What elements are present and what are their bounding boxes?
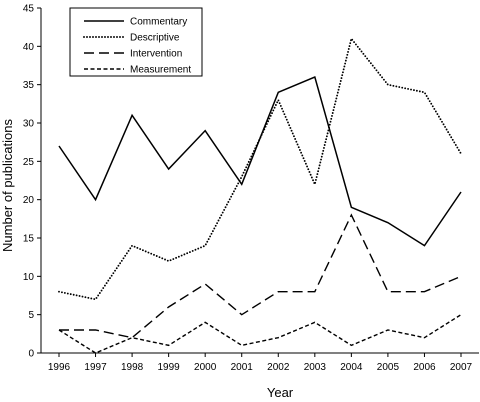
legend-label-descriptive: Descriptive xyxy=(130,33,180,44)
legend: Commentary Descriptive Intervention Measure… xyxy=(69,7,203,77)
y-tick-label: 15 xyxy=(23,234,35,245)
x-tick-label: 1997 xyxy=(84,362,107,373)
series-line-commentary xyxy=(58,75,462,247)
x-tick-label: 2000 xyxy=(194,362,217,373)
x-tick-label: 2005 xyxy=(377,362,400,373)
y-tick-label: 0 xyxy=(28,349,34,360)
y-tick-label: 45 xyxy=(23,4,35,15)
series-lines xyxy=(58,36,462,354)
x-tick-label: 1996 xyxy=(48,362,71,373)
tick-labels: 0 5 10 15 20 25 30 35 40 45 1996 1997 1998 1999 2000 20… xyxy=(23,4,473,374)
x-tick-label: 2004 xyxy=(340,362,363,373)
y-axis-title: Number of publications xyxy=(0,119,15,252)
x-tick-label: 1998 xyxy=(121,362,144,373)
y-tick-label: 5 xyxy=(28,310,34,321)
legend-label-commentary: Commentary xyxy=(130,17,187,28)
x-tick-label: 2007 xyxy=(450,362,473,373)
axes xyxy=(37,7,479,357)
legend-label-intervention: Intervention xyxy=(130,49,182,60)
x-tick-label: 2006 xyxy=(413,362,436,373)
y-tick-label: 40 xyxy=(23,42,35,53)
x-tick-label: 2002 xyxy=(267,362,290,373)
y-tick-label: 30 xyxy=(23,119,35,130)
x-axis-title: Year xyxy=(267,385,294,400)
series-line-intervention xyxy=(59,213,462,339)
series-line-measurement xyxy=(58,314,462,354)
legend-label-measurement: Measurement xyxy=(130,65,191,76)
x-tick-label: 2003 xyxy=(304,362,327,373)
x-tick-label: 1999 xyxy=(158,362,181,373)
y-tick-label: 10 xyxy=(23,272,35,283)
series-line-descriptive xyxy=(58,36,462,301)
legend-box xyxy=(69,7,203,77)
y-tick-label: 20 xyxy=(23,195,35,206)
y-tick-label: 25 xyxy=(23,157,35,168)
x-tick-label: 2001 xyxy=(231,362,254,373)
y-tick-label: 35 xyxy=(23,80,35,91)
